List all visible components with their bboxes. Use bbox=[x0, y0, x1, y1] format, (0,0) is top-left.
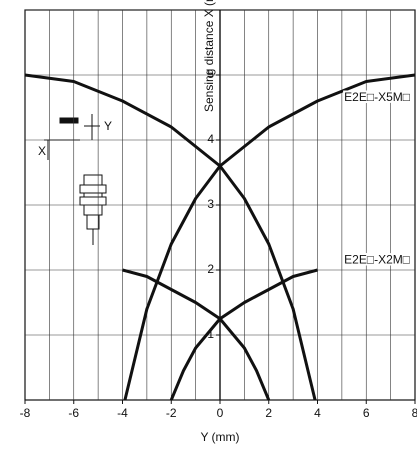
x-tick-label: -8 bbox=[20, 406, 31, 420]
x-tick-label: 0 bbox=[217, 406, 224, 420]
y-tick-label: 5 bbox=[207, 67, 214, 81]
diagram-label: X bbox=[38, 144, 46, 158]
x-tick-label: -2 bbox=[166, 406, 177, 420]
sensor-diagram bbox=[44, 114, 106, 245]
series-label: E2E□-X2M□ bbox=[344, 252, 410, 266]
y-tick-label: 3 bbox=[207, 197, 214, 211]
x-tick-label: 4 bbox=[314, 406, 321, 420]
x-tick-label: 6 bbox=[363, 406, 370, 420]
y-axis-title: Sensing distance X (mm) bbox=[202, 0, 216, 112]
x-tick-label: 2 bbox=[265, 406, 272, 420]
x-tick-label: -6 bbox=[68, 406, 79, 420]
series-label: E2E□-X5M□ bbox=[344, 90, 410, 104]
x-tick-label: -4 bbox=[117, 406, 128, 420]
y-tick-label: 4 bbox=[207, 132, 214, 146]
diagram-label: Y bbox=[104, 119, 112, 133]
x-tick-label: 8 bbox=[412, 406, 417, 420]
chart: Sensing distance X (mm) Y (mm) X Y -8 -6 -… bbox=[0, 0, 417, 448]
x-axis-title: Y (mm) bbox=[200, 430, 239, 444]
y-tick-label: 2 bbox=[207, 262, 214, 276]
